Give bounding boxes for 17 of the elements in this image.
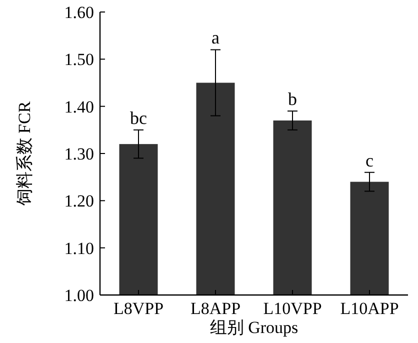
y-axis-title: 饲料系数 FCR — [15, 100, 34, 207]
y-tick-label: 1.00 — [64, 286, 94, 305]
y-tick-label: 1.40 — [64, 97, 94, 116]
y-tick-label: 1.20 — [64, 192, 94, 211]
x-tick-label: L10APP — [340, 299, 399, 318]
annotation: bc — [130, 108, 147, 128]
annotation: b — [288, 89, 297, 110]
y-tick-label: 1.30 — [64, 144, 94, 164]
x-tick-label: L8VPP — [113, 299, 164, 318]
y-tick-label: 1.10 — [64, 238, 94, 258]
y-tick-label: 1.50 — [64, 50, 94, 70]
x-axis-title: 组别 Groups — [210, 318, 298, 337]
annotation: c — [366, 150, 374, 170]
annotation: a — [212, 28, 220, 48]
x-tick-label: L8APP — [190, 299, 241, 318]
y-tick-label: 1.60 — [64, 3, 94, 22]
x-tick-label: L10VPP — [263, 299, 322, 318]
